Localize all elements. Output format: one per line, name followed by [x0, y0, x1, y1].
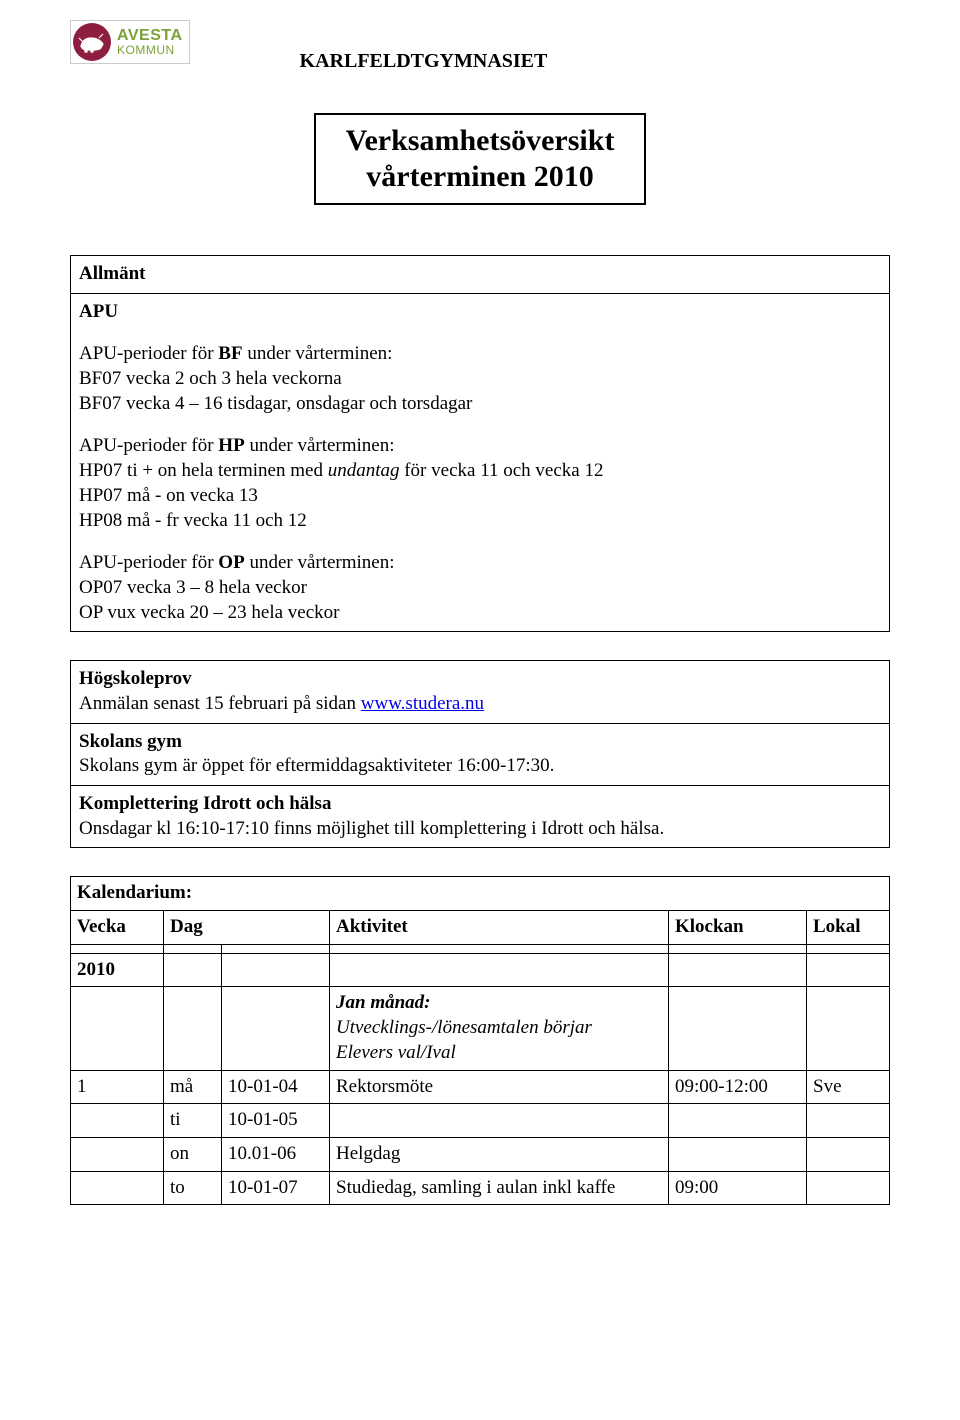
idrott-heading: Komplettering Idrott och hälsa [79, 793, 331, 814]
hp-line-2: HP07 må - on vecka 13 [79, 485, 258, 506]
gym-heading: Skolans gym [79, 731, 182, 752]
op-label: APU-perioder för OP under vårterminen: [79, 552, 395, 573]
logo: AVESTA KOMMUN [70, 20, 190, 64]
cell-vecka [71, 1171, 164, 1205]
bf-line-1: BF07 vecka 2 och 3 hela veckorna [79, 368, 342, 389]
cell-date: 10-01-04 [222, 1070, 330, 1104]
bf-line-2: BF07 vecka 4 – 16 tisdagar, onsdagar och… [79, 393, 472, 414]
col-vecka: Vecka [71, 911, 164, 945]
studera-link[interactable]: www.studera.nu [361, 693, 484, 714]
apu-heading: APU [79, 301, 118, 322]
hp-line-1: HP07 ti + on hela terminen med undantag … [79, 460, 603, 481]
cell-dag: må [164, 1070, 222, 1104]
table-row: Jan månad: Utvecklings-/lönesamtalen bör… [71, 987, 890, 1070]
cell-aktivitet: Studiedag, samling i aulan inkl kaffe [330, 1171, 669, 1205]
cell-vecka [71, 1104, 164, 1138]
col-lokal: Lokal [807, 911, 890, 945]
cell-aktivitet [330, 1104, 669, 1138]
cell-aktivitet: Rektorsmöte [330, 1070, 669, 1104]
table-row: 1må10-01-04Rektorsmöte09:00-12:00Sve [71, 1070, 890, 1104]
cell-klockan: 09:00-12:00 [669, 1070, 807, 1104]
title-line-1: Verksamhetsöversikt [346, 123, 615, 159]
idrott-text: Onsdagar kl 16:10-17:10 finns möjlighet … [79, 818, 664, 839]
cell-dag: on [164, 1137, 222, 1171]
cell-lokal [807, 1171, 890, 1205]
col-aktivitet: Aktivitet [330, 911, 669, 945]
cell-vecka [71, 1137, 164, 1171]
hp-line-3: HP08 må - fr vecka 11 och 12 [79, 510, 307, 531]
cell-lokal [807, 1104, 890, 1138]
allmant-table: Allmänt APU APU-perioder för BF under vå… [70, 255, 890, 632]
op-line-1: OP07 vecka 3 – 8 hela veckor [79, 577, 307, 598]
allmant-body: APU APU-perioder för BF under vårtermine… [71, 293, 890, 632]
cell-dag: to [164, 1171, 222, 1205]
cell-lokal [807, 1137, 890, 1171]
hp-label: APU-perioder för HP under vårterminen: [79, 435, 395, 456]
gym-text: Skolans gym är öppet för eftermiddagsakt… [79, 755, 554, 776]
logo-icon [73, 23, 111, 61]
cell-dag: ti [164, 1104, 222, 1138]
kalendarium-header-row: Vecka Dag Aktivitet Klockan Lokal [71, 911, 890, 945]
hogskoleprov-cell: Högskoleprov Anmälan senast 15 februari … [71, 661, 890, 723]
jan-heading: Jan månad: [336, 992, 431, 1013]
cell-klockan [669, 1137, 807, 1171]
logo-brand: AVESTA [117, 28, 183, 44]
jan-line-2: Elevers val/Ival [336, 1042, 456, 1063]
page-header: AVESTA KOMMUN KARLFELDTGYMNASIET [70, 20, 890, 73]
jan-cell: Jan månad: Utvecklings-/lönesamtalen bör… [330, 987, 669, 1070]
table-row: 2010 [71, 953, 890, 987]
cell-date: 10-01-05 [222, 1104, 330, 1138]
title-line-2: vårterminen 2010 [346, 159, 615, 195]
col-dag: Dag [164, 911, 330, 945]
title-box: Verksamhetsöversikt vårterminen 2010 [314, 113, 647, 205]
table-row: on10.01-06Helgdag [71, 1137, 890, 1171]
col-klockan: Klockan [669, 911, 807, 945]
cell-lokal: Sve [807, 1070, 890, 1104]
cell-date: 10.01-06 [222, 1137, 330, 1171]
kalendarium-heading: Kalendarium: [71, 877, 890, 911]
cell-klockan: 09:00 [669, 1171, 807, 1205]
logo-sub: KOMMUN [117, 44, 183, 56]
hogskoleprov-text: Anmälan senast 15 februari på sidan [79, 693, 361, 714]
cell-vecka: 1 [71, 1070, 164, 1104]
table-row [71, 944, 890, 953]
allmant-heading: Allmänt [71, 256, 890, 294]
op-line-2: OP vux vecka 20 – 23 hela veckor [79, 602, 339, 623]
cell-klockan [669, 1104, 807, 1138]
gym-cell: Skolans gym Skolans gym är öppet för eft… [71, 723, 890, 785]
bf-label: APU-perioder för BF under vårterminen: [79, 343, 392, 364]
year-cell: 2010 [71, 953, 164, 987]
org-name: KARLFELDTGYMNASIET [190, 20, 890, 73]
idrott-cell: Komplettering Idrott och hälsa Onsdagar … [71, 786, 890, 848]
table-row: ti10-01-05 [71, 1104, 890, 1138]
table-row: to10-01-07Studiedag, samling i aulan ink… [71, 1171, 890, 1205]
cell-aktivitet: Helgdag [330, 1137, 669, 1171]
cell-date: 10-01-07 [222, 1171, 330, 1205]
bull-icon [77, 30, 107, 54]
kalendarium-table: Kalendarium: Vecka Dag Aktivitet Klockan… [70, 876, 890, 1205]
jan-line-1: Utvecklings-/lönesamtalen börjar [336, 1017, 592, 1038]
info-table: Högskoleprov Anmälan senast 15 februari … [70, 660, 890, 848]
hogskoleprov-heading: Högskoleprov [79, 668, 192, 689]
